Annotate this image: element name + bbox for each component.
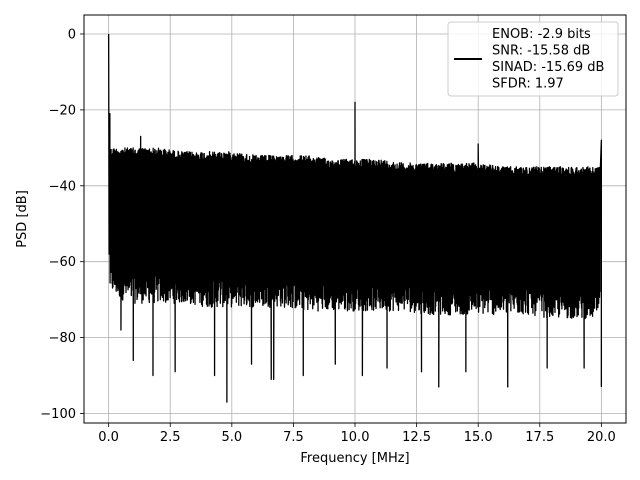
y-tick-label: −40 (49, 179, 76, 194)
y-tick-label: −100 (40, 407, 76, 422)
x-tick-label: 5.0 (221, 430, 242, 445)
x-tick-label: 12.5 (402, 430, 431, 445)
y-axis-ticks: 0 −20 −40 −60 −80 −100 (40, 27, 84, 422)
x-tick-label: 15.0 (464, 430, 493, 445)
psd-series-line (107, 33, 603, 403)
x-axis-label: Frequency [MHz] (300, 451, 409, 466)
legend-entry-sfdr: SFDR: 1.97 (492, 77, 564, 92)
x-tick-label: 7.5 (283, 430, 304, 445)
legend: ENOB: -2.9 bits SNR: -15.58 dB SINAD: -1… (447, 21, 619, 97)
x-axis-ticks: 0.0 2.5 5.0 7.5 10.0 12.5 15.0 17.5 20.0 (98, 423, 616, 445)
legend-box (447, 21, 619, 97)
y-tick-label: −80 (49, 331, 76, 346)
y-tick-label: −20 (49, 103, 76, 118)
y-tick-label: −60 (49, 255, 76, 270)
x-tick-label: 0.0 (98, 430, 119, 445)
y-axis-label: PSD [dB] (15, 190, 30, 248)
x-tick-label: 2.5 (160, 430, 181, 445)
legend-entry-enob: ENOB: -2.9 bits (492, 27, 591, 42)
x-tick-label: 17.5 (525, 430, 554, 445)
x-tick-label: 20.0 (587, 430, 616, 445)
y-tick-label: 0 (68, 27, 76, 42)
legend-entry-snr: SNR: -15.58 dB (492, 44, 590, 59)
plot-area (107, 33, 603, 403)
x-tick-label: 10.0 (341, 430, 370, 445)
legend-entry-sinad: SINAD: -15.69 dB (492, 60, 604, 75)
